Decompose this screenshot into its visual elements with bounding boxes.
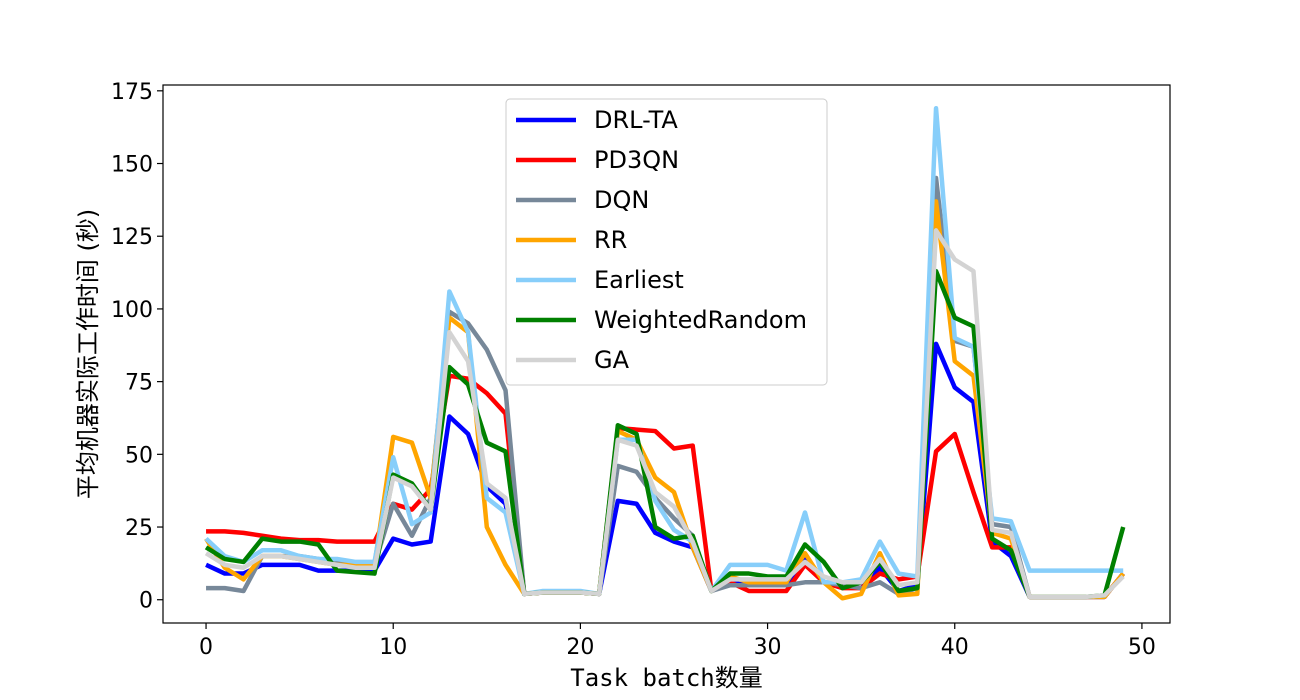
- y-tick-label: 0: [139, 589, 153, 614]
- y-tick-label: 150: [111, 153, 153, 178]
- x-tick-label: 50: [1128, 635, 1156, 660]
- legend-label-weightedrandom: WeightedRandom: [594, 306, 807, 334]
- series-line-earliest: [204, 106, 1124, 597]
- x-tick-label: 30: [754, 635, 782, 660]
- y-tick-label: 25: [125, 516, 153, 541]
- legend-label-ga: GA: [594, 346, 630, 374]
- x-axis-ticks: 0 10 20 30 40 50: [199, 623, 1156, 660]
- y-tick-label: 75: [125, 371, 153, 396]
- x-tick-label: 10: [379, 635, 407, 660]
- legend-label-pd3qn: PD3QN: [594, 146, 679, 174]
- legend-label-drl-ta: DRL-TA: [594, 106, 678, 134]
- x-axis-label: Task batch数量: [570, 664, 763, 692]
- y-axis-ticks: 0 25 50 75 100 125 150 175: [111, 80, 163, 614]
- series-layer: [204, 106, 1126, 601]
- y-tick-label: 50: [125, 443, 153, 468]
- y-tick-label: 125: [111, 225, 153, 250]
- plot-area-frame: [162, 84, 1171, 624]
- x-tick-label: 20: [566, 635, 594, 660]
- x-tick-label: 40: [941, 635, 969, 660]
- legend-label-dqn: DQN: [594, 186, 649, 214]
- y-axis-label: 平均机器实际工作时间 (秒): [74, 209, 102, 499]
- legend-label-rr: RR: [594, 226, 627, 254]
- series-line-rr: [204, 199, 1125, 601]
- series-line-ga: [204, 228, 1125, 600]
- legend-label-earliest: Earliest: [594, 266, 684, 294]
- x-tick-label: 0: [199, 635, 213, 660]
- legend: DRL-TA PD3QN DQN RR Earliest WeightedRandom GA: [505, 98, 828, 386]
- y-tick-label: 100: [111, 298, 153, 323]
- series-line-weightedrandom: [204, 268, 1126, 600]
- legend-box: [505, 98, 828, 386]
- series-line-pd3qn: [206, 373, 1125, 600]
- y-tick-label: 175: [111, 80, 153, 105]
